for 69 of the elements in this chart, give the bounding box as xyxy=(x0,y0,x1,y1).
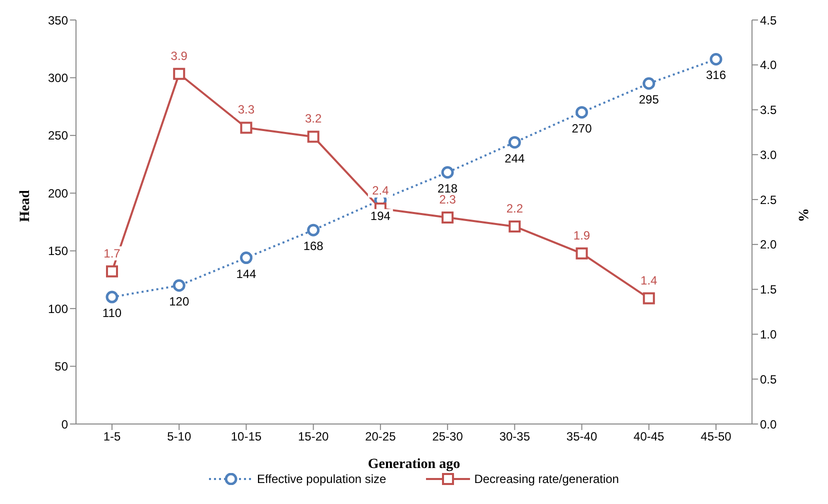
point xyxy=(240,252,252,264)
y2-tick-label: 2.5 xyxy=(760,192,778,207)
y2-tick-label: 4.5 xyxy=(760,13,778,28)
data-label: 194 xyxy=(370,209,391,224)
y-tick-label: 350 xyxy=(48,13,68,28)
y-tick-label: 50 xyxy=(54,360,68,374)
data-label: 295 xyxy=(638,92,660,106)
y-tick-label: 200 xyxy=(48,186,68,200)
y-axis-title: Head xyxy=(18,190,33,222)
point xyxy=(508,220,521,232)
x-tick-label: 30-35 xyxy=(499,430,530,444)
point xyxy=(307,224,320,236)
data-label: 144 xyxy=(236,266,257,281)
y2-axis-title: % xyxy=(795,208,810,222)
y-tick-label: 0 xyxy=(61,417,68,432)
legend-label: Decreasing rate/generation xyxy=(474,472,619,486)
point xyxy=(710,52,722,66)
data-label: 168 xyxy=(303,239,324,254)
point xyxy=(576,106,588,119)
y-tick-label: 150 xyxy=(48,244,68,258)
x-tick-label: 20-25 xyxy=(365,430,396,444)
y2-tick-label: 2.0 xyxy=(760,238,778,252)
point xyxy=(106,265,118,278)
data-label: 2.4 xyxy=(372,184,390,198)
data-label: 270 xyxy=(572,121,592,136)
point xyxy=(642,77,656,90)
point xyxy=(441,166,454,179)
y-tick-label: 250 xyxy=(48,128,68,143)
point xyxy=(106,290,118,304)
point xyxy=(576,247,588,260)
x-tick-label: 40-45 xyxy=(634,430,665,444)
x-tick-label: 35-40 xyxy=(566,430,598,444)
data-label: 3.3 xyxy=(238,102,255,117)
point xyxy=(642,292,655,304)
data-label: 1.9 xyxy=(573,228,590,242)
x-tick-label: 45-50 xyxy=(700,430,732,444)
x-tick-label: 1-5 xyxy=(103,430,121,444)
y2-tick-label: 1.0 xyxy=(760,327,778,342)
data-label: 120 xyxy=(169,294,190,308)
y-tick-label: 100 xyxy=(48,302,68,316)
y2-tick-label: 3.5 xyxy=(760,103,778,118)
x-axis-title: Generation ago xyxy=(368,457,460,472)
data-label: 3.2 xyxy=(304,112,322,126)
point xyxy=(173,68,186,80)
data-label: 316 xyxy=(706,68,726,82)
y2-tick-label: 0.0 xyxy=(760,417,778,432)
data-label: 1.7 xyxy=(104,246,121,260)
data-label: 1.4 xyxy=(640,273,658,288)
point xyxy=(240,122,252,134)
y-tick-label: 300 xyxy=(48,70,68,85)
y2-tick-label: 1.5 xyxy=(760,282,778,297)
point xyxy=(508,136,521,149)
x-tick-label: 15-20 xyxy=(298,430,329,444)
legend-label: Effective population size xyxy=(257,472,386,486)
y2-tick-label: 0.5 xyxy=(760,372,778,386)
y2-tick-label: 4.0 xyxy=(760,58,778,72)
x-tick-label: 5-10 xyxy=(167,430,192,444)
point xyxy=(442,212,454,224)
data-label: 110 xyxy=(102,306,122,320)
x-tick-label: 10-15 xyxy=(230,430,262,444)
data-label: 2.3 xyxy=(439,192,456,207)
x-tick-label: 25-30 xyxy=(432,430,464,444)
data-label: 218 xyxy=(438,181,458,196)
point xyxy=(307,130,320,143)
data-label: 3.9 xyxy=(170,48,188,63)
data-label: 2.2 xyxy=(506,201,524,216)
data-label: 244 xyxy=(504,151,525,166)
point xyxy=(172,279,186,292)
y2-tick-label: 3.0 xyxy=(760,148,778,162)
